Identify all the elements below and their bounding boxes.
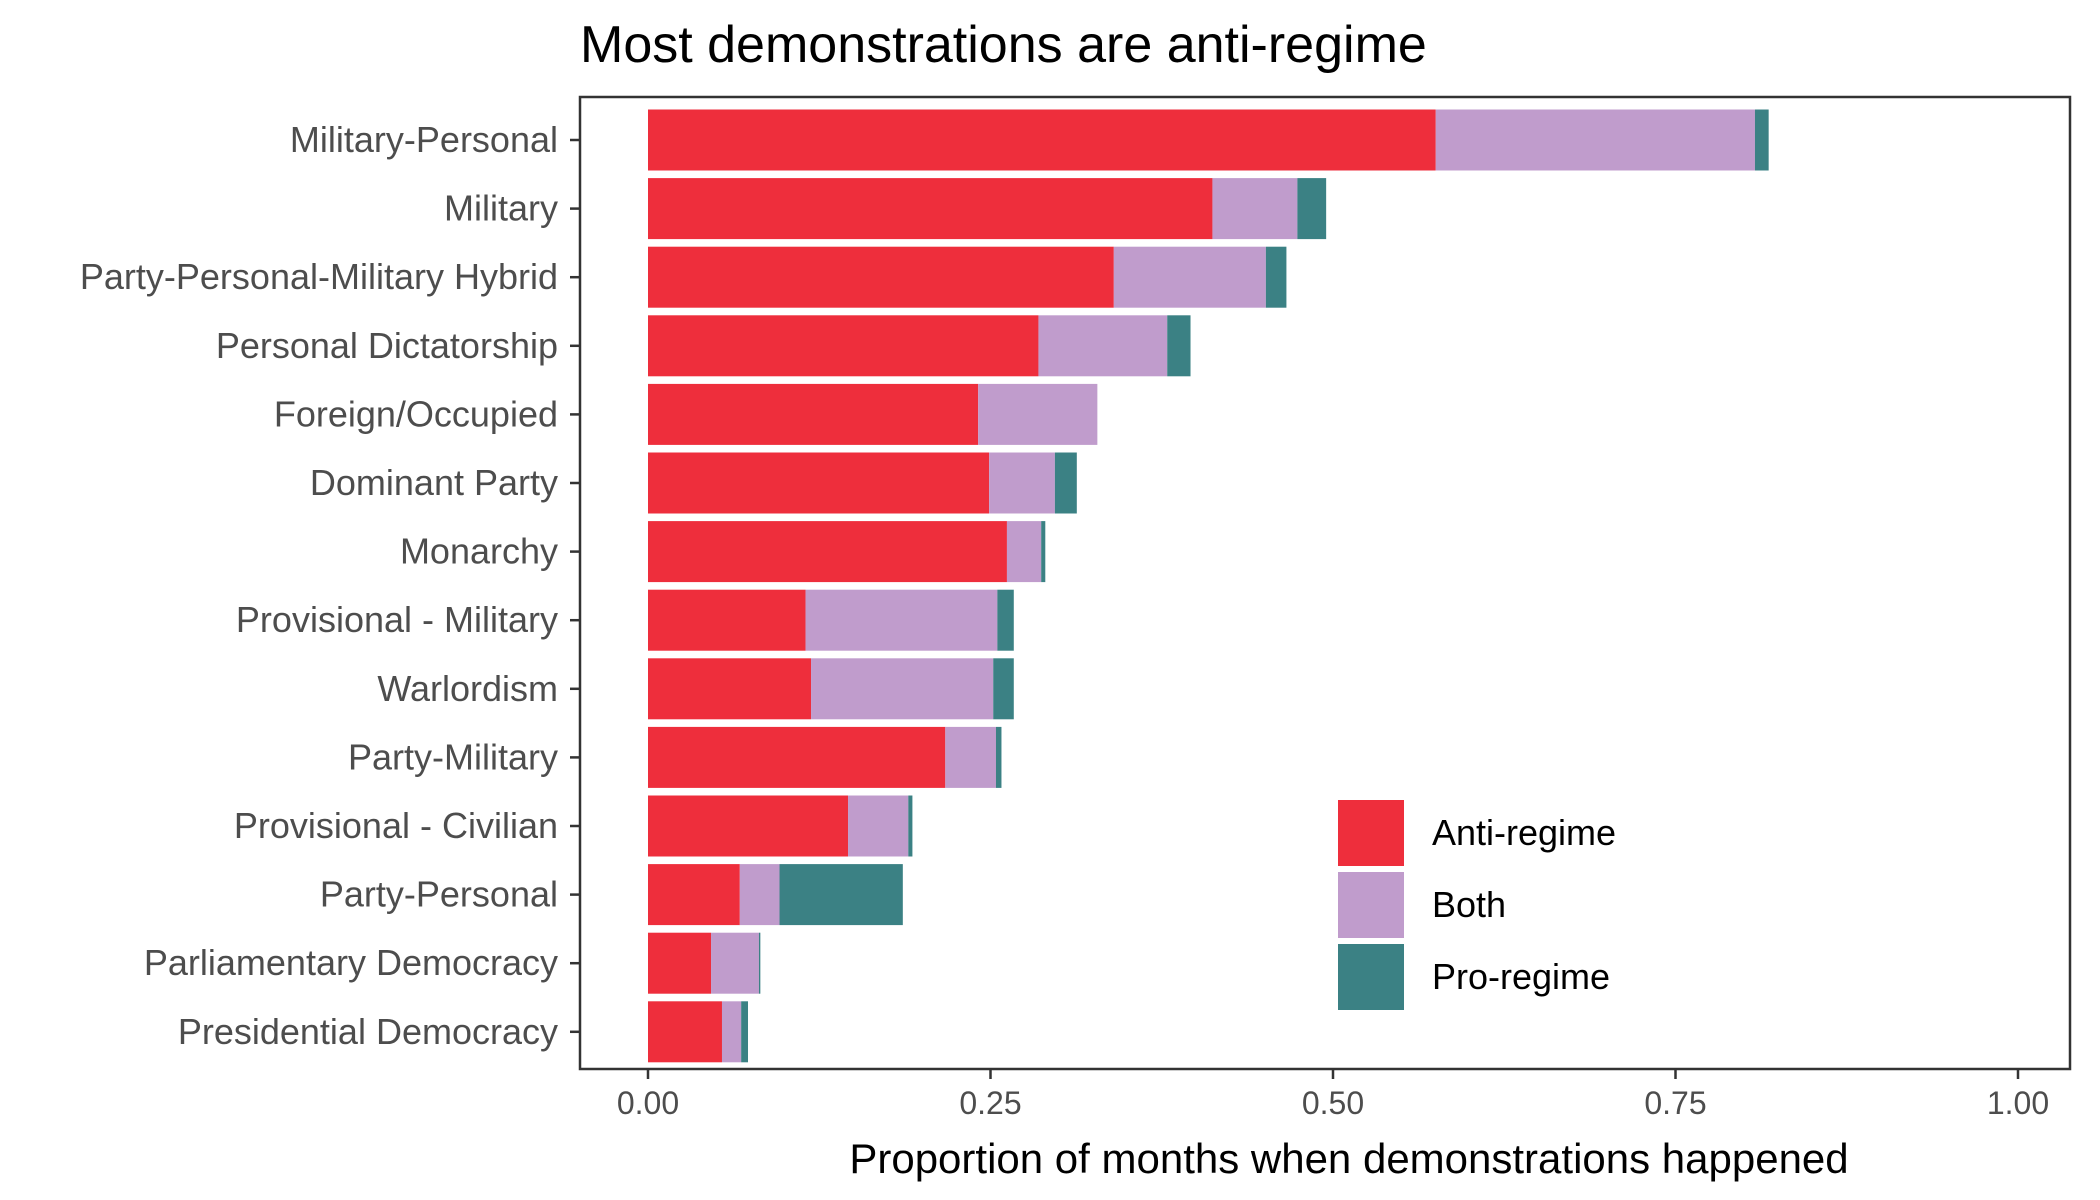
y-category-label: Military-Personal: [290, 119, 558, 160]
y-category-label: Foreign/Occupied: [274, 393, 558, 434]
bar-dominant-party-both: [989, 452, 1055, 514]
y-axis-categories: Military-Personal Military Party-Personal-…: [80, 119, 580, 1052]
bar-military-pro-regime: [1297, 178, 1327, 240]
bar-presidential-democracy-anti-regime: [648, 1001, 722, 1063]
bar-personal-dictatorship-pro-regime: [1167, 315, 1191, 377]
bar-military-anti-regime: [648, 178, 1213, 240]
bar-provisional-civilian-both: [848, 795, 909, 857]
y-category-label: Dominant Party: [310, 462, 558, 503]
bar-warlordism-anti-regime: [648, 658, 812, 720]
bar-party-personal-anti-regime: [648, 864, 740, 926]
y-category-label: Presidential Democracy: [178, 1011, 558, 1052]
y-category-label: Parliamentary Democracy: [144, 942, 558, 983]
bar-military-personal-both: [1435, 109, 1755, 171]
x-tick-label: 1.00: [1987, 1085, 2049, 1121]
bar-party-personal-military-hybrid-both: [1113, 246, 1266, 308]
y-category-label: Provisional - Military: [236, 599, 558, 640]
x-axis-title: Proportion of months when demonstrations…: [849, 1135, 1848, 1182]
x-tick-label: 0.50: [1302, 1085, 1364, 1121]
y-category-label: Monarchy: [400, 531, 558, 572]
legend-key-both: [1338, 872, 1404, 938]
bar-warlordism-pro-regime: [993, 658, 1014, 720]
bar-monarchy-both: [1006, 521, 1042, 583]
bar-party-personal-military-hybrid-pro-regime: [1265, 246, 1287, 308]
bar-provisional-military-both: [805, 589, 998, 651]
bar-personal-dictatorship-both: [1038, 315, 1168, 377]
bar-dominant-party-anti-regime: [648, 452, 990, 514]
bar-military-both: [1212, 178, 1298, 240]
bar-parliamentary-democracy-both: [711, 932, 759, 994]
y-category-label: Military: [444, 188, 558, 229]
y-category-label: Personal Dictatorship: [216, 325, 558, 366]
bar-monarchy-anti-regime: [648, 521, 1007, 583]
bar-military-personal-pro-regime: [1754, 109, 1769, 171]
y-category-label: Party-Personal-Military Hybrid: [80, 256, 558, 297]
y-category-label: Party-Personal: [320, 874, 558, 915]
bar-foreign-occupied-anti-regime: [648, 383, 979, 445]
x-axis-ticks: 0.00 0.25 0.50 0.75 1.00: [617, 1069, 2049, 1121]
chart-title: Most demonstrations are anti-regime: [580, 16, 1427, 74]
bar-monarchy-pro-regime: [1041, 521, 1046, 583]
legend: Anti-regime Both Pro-regime: [1338, 800, 1616, 1010]
bar-foreign-occupied-both: [978, 383, 1098, 445]
y-category-label: Provisional - Civilian: [234, 805, 558, 846]
bar-warlordism-both: [811, 658, 994, 720]
y-category-label: Party-Military: [348, 736, 558, 777]
legend-key-anti-regime: [1338, 800, 1404, 866]
legend-key-pro-regime: [1338, 944, 1404, 1010]
y-category-label: Warlordism: [377, 668, 558, 709]
x-tick-label: 0.00: [617, 1085, 679, 1121]
bar-provisional-military-pro-regime: [997, 589, 1014, 651]
bar-party-personal-military-hybrid-anti-regime: [648, 246, 1114, 308]
bar-military-personal-anti-regime: [648, 109, 1436, 171]
bar-personal-dictatorship-anti-regime: [648, 315, 1039, 377]
x-tick-label: 0.75: [1644, 1085, 1706, 1121]
bar-party-personal-pro-regime: [779, 864, 903, 926]
legend-label-pro-regime: Pro-regime: [1432, 956, 1610, 997]
bar-parliamentary-democracy-anti-regime: [648, 932, 712, 994]
bar-parliamentary-democracy-pro-regime: [758, 932, 761, 994]
bar-provisional-civilian-anti-regime: [648, 795, 849, 857]
legend-label-both: Both: [1432, 884, 1506, 925]
bar-dominant-party-pro-regime: [1054, 452, 1077, 514]
bar-presidential-democracy-pro-regime: [741, 1001, 749, 1063]
bars-layer: [648, 109, 1769, 1063]
bar-provisional-civilian-pro-regime: [908, 795, 913, 857]
legend-label-anti-regime: Anti-regime: [1432, 812, 1616, 853]
x-tick-label: 0.25: [959, 1085, 1021, 1121]
bar-party-military-both: [945, 726, 996, 788]
bar-party-military-pro-regime: [995, 726, 1002, 788]
bar-party-personal-both: [739, 864, 780, 926]
bar-presidential-democracy-both: [721, 1001, 742, 1063]
bar-provisional-military-anti-regime: [648, 589, 806, 651]
bar-party-military-anti-regime: [648, 726, 946, 788]
